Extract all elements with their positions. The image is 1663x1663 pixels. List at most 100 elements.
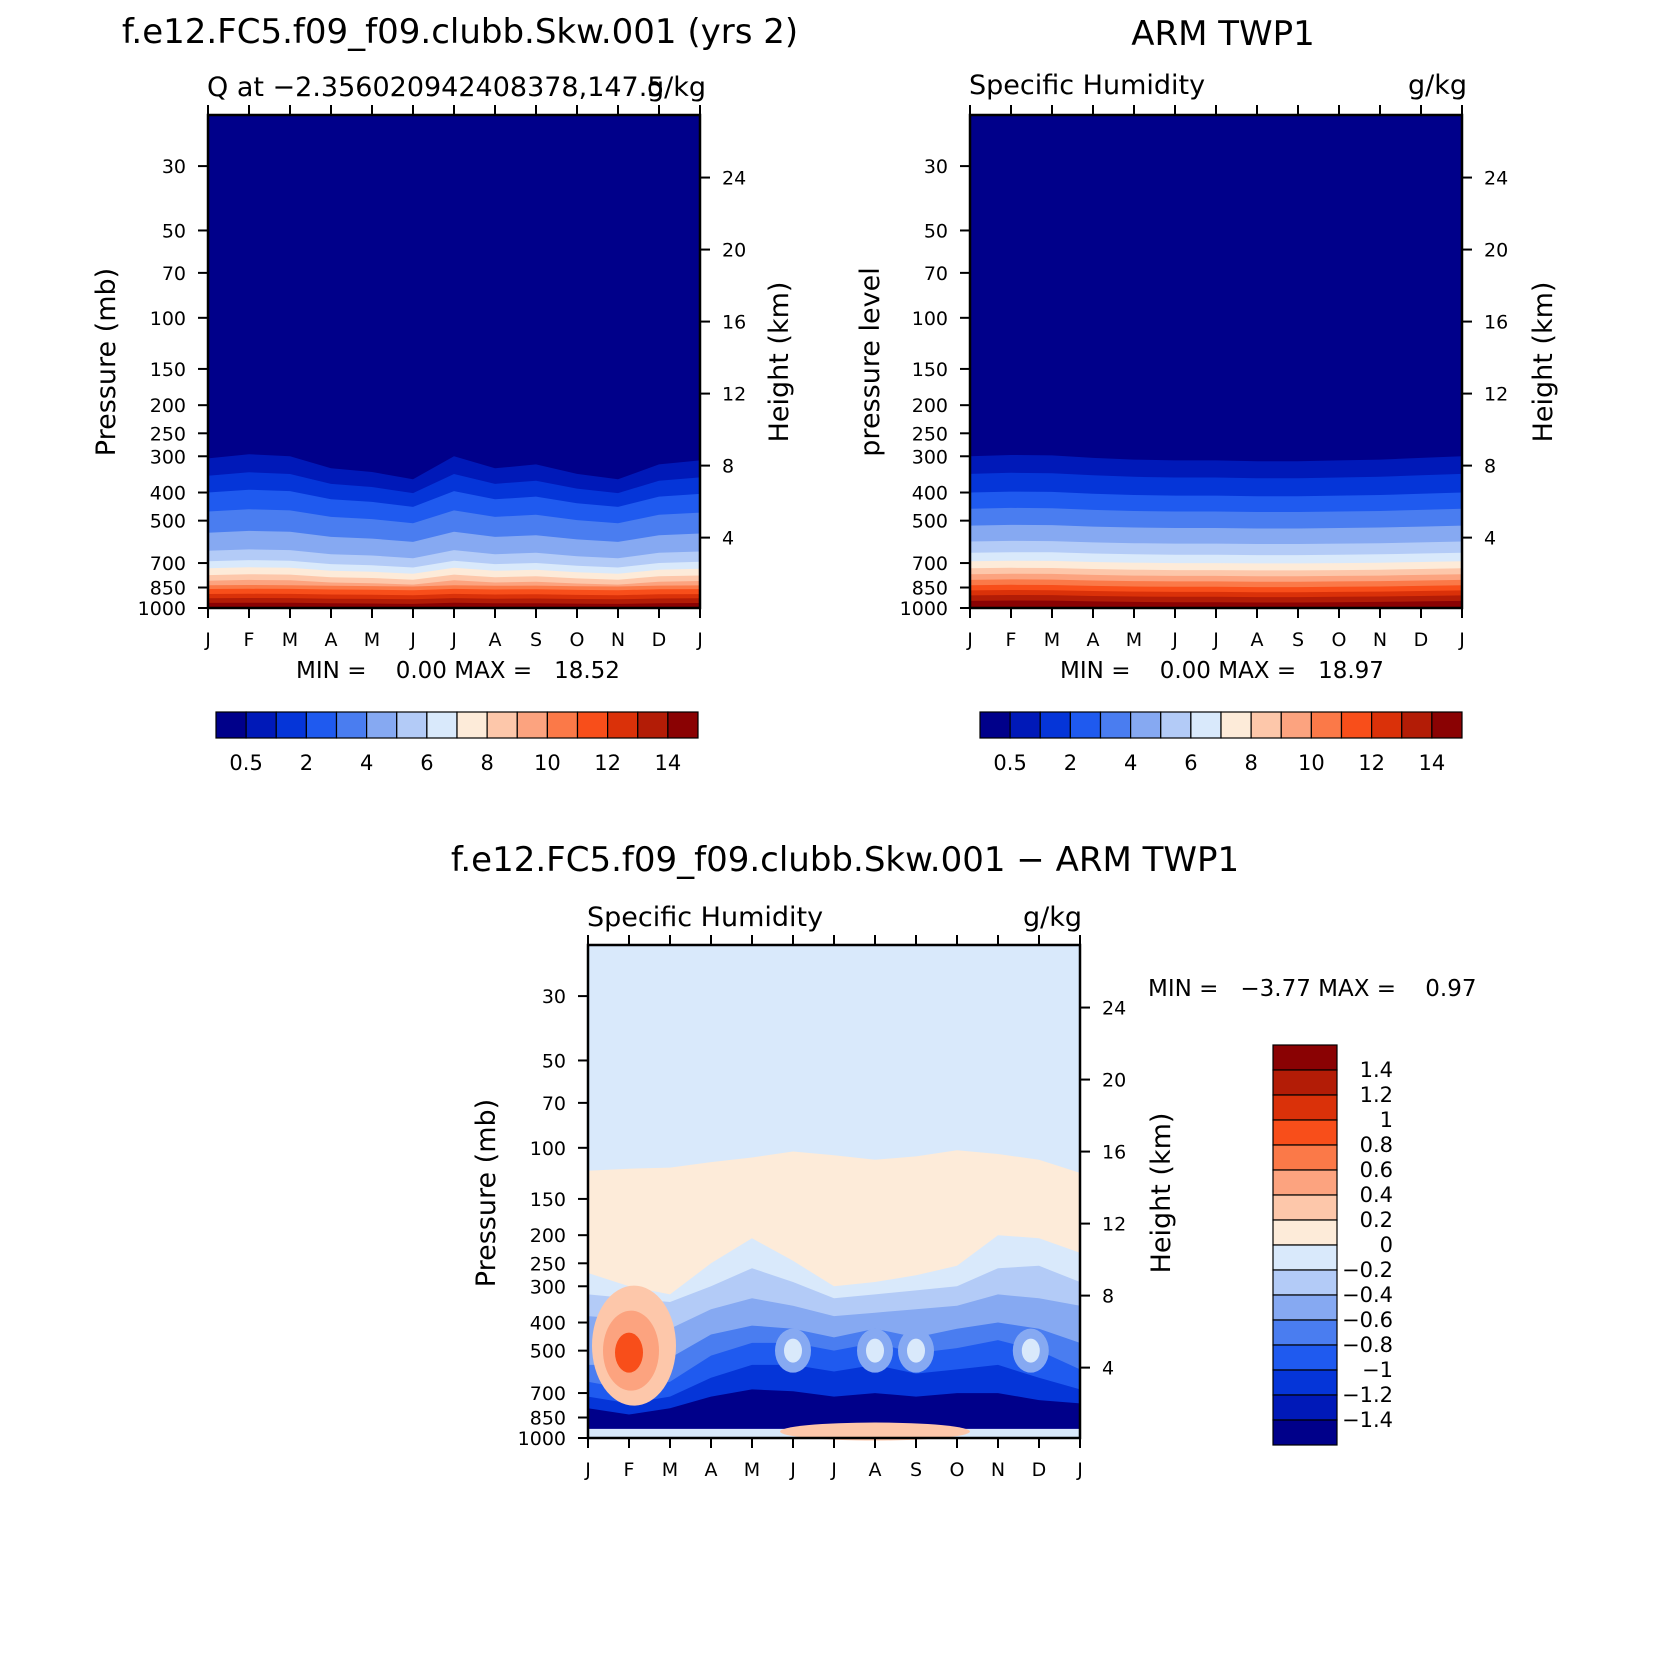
x-tick-label: J [789,1459,796,1481]
colorbar-label: 8 [1244,751,1257,775]
colorbar-swatch [215,711,247,739]
panel2-y2label: Height (km) [1528,282,1559,443]
colorbar-label: 0.4 [1360,1183,1393,1207]
y-tick-label: 150 [912,359,948,381]
y2-tick-label: 8 [1484,456,1496,478]
colorbar-label: −0.2 [1342,1258,1393,1282]
colorbar-swatch [1272,1094,1338,1121]
colorbar-swatch [1220,711,1252,739]
colorbar-label: 0.6 [1360,1158,1393,1182]
x-tick-label: A [869,1459,882,1481]
y-tick-label: 70 [162,263,186,285]
y2-tick-label: 4 [722,528,734,550]
x-tick-label: O [950,1459,965,1481]
colorbar-swatch [1340,711,1373,739]
y2-tick-label: 8 [722,456,734,478]
y-tick-label: 400 [530,1313,566,1335]
panel3-colorbar: 1.41.210.80.60.40.20−0.2−0.4−0.6−0.8−1−1… [1272,1044,1393,1446]
panel2-ylabel: pressure level [855,267,886,456]
colorbar-swatch [486,711,518,739]
colorbar-label: 12 [594,751,621,775]
colorbar-swatch [366,711,398,739]
y-tick-label: 500 [912,511,948,533]
y-tick-label: 700 [912,553,948,575]
colorbar-label: 10 [534,751,561,775]
colorbar-swatch [546,711,579,739]
colorbar-label: 0.5 [229,751,262,775]
diff-summer-pos [780,1422,970,1441]
colorbar-swatch [1401,711,1433,739]
colorbar-swatch [396,711,428,739]
y-tick-label: 300 [912,446,948,468]
colorbar-label: 6 [420,751,433,775]
x-tick-label: D [1414,629,1429,651]
x-tick-label: J [584,1459,591,1481]
panel3-left-label: Specific Humidity [587,902,823,933]
x-tick-label: J [1171,629,1178,651]
colorbar-swatch [1272,1344,1338,1371]
colorbar-swatch [1272,1069,1338,1096]
panel1-y2label: Height (km) [764,282,795,443]
x-tick-label: J [696,629,703,651]
colorbar-swatch [1099,711,1132,739]
colorbar-swatch [245,711,277,739]
colorbar-label: 0.5 [993,751,1026,775]
y-tick-label: 850 [530,1408,566,1430]
x-tick-label: S [1292,629,1304,651]
x-tick-label: M [364,629,380,651]
x-tick-label: N [991,1459,1005,1481]
x-tick-label: J [1212,629,1219,651]
y-tick-label: 1000 [518,1428,566,1450]
panel1-colorbar: 0.5 2 4 6 8 10 12 14 [215,711,699,775]
colorbar-swatch [1160,711,1192,739]
colorbar-swatch [1272,1269,1338,1296]
colorbar-swatch [1272,1144,1338,1171]
colorbar-swatch [305,711,338,739]
y2-tick-label: 24 [722,168,746,190]
x-tick-label: A [1251,629,1264,651]
colorbar-swatch [1272,1244,1338,1271]
x-tick-label: D [652,629,667,651]
x-tick-label: J [204,629,211,651]
diff-neg-6 [588,1389,1080,1431]
x-tick-label: J [966,629,973,651]
y-tick-label: 100 [912,308,948,330]
y-tick-label: 300 [150,446,186,468]
colorbar-label: 0 [1380,1233,1393,1257]
colorbar-swatch [1272,1169,1338,1196]
x-tick-label: M [1044,629,1060,651]
y2-tick-label: 20 [1484,240,1508,262]
x-tick-label: J [409,629,416,651]
colorbar-label: −1 [1362,1358,1393,1382]
colorbar-swatch [335,711,368,739]
colorbar-swatch [516,711,548,739]
y-tick-label: 70 [924,263,948,285]
colorbar-swatch [1431,711,1463,739]
y2-tick-label: 4 [1484,528,1496,550]
x-tick-label: D [1032,1459,1047,1481]
colorbar-label: 4 [1124,751,1137,775]
y-tick-label: 30 [542,986,566,1008]
panel2-title: ARM TWP1 [1131,14,1315,54]
diff-spot-core-3 [1021,1338,1040,1363]
y2-tick-label: 8 [1102,1286,1114,1308]
panel1-minmax: MIN = 0.00 MAX = 18.52 [296,658,620,684]
x-tick-label: A [489,629,502,651]
y2-tick-label: 20 [1102,1070,1126,1092]
y-tick-label: 1000 [138,598,186,620]
x-tick-label: S [530,629,542,651]
colorbar-swatch [1250,711,1282,739]
colorbar-label: 14 [1419,751,1446,775]
y-tick-label: 400 [150,483,186,505]
colorbar-swatch [1069,711,1102,739]
colorbar-label: −0.6 [1342,1308,1393,1332]
x-tick-label: A [705,1459,718,1481]
y2-tick-label: 12 [1102,1214,1126,1236]
y-tick-label: 150 [150,359,186,381]
colorbar-swatch [1272,1044,1338,1071]
panel1-title: f.e12.FC5.f09_f09.clubb.Skw.001 (yrs 2) [122,12,798,52]
x-tick-label: J [830,1459,837,1481]
